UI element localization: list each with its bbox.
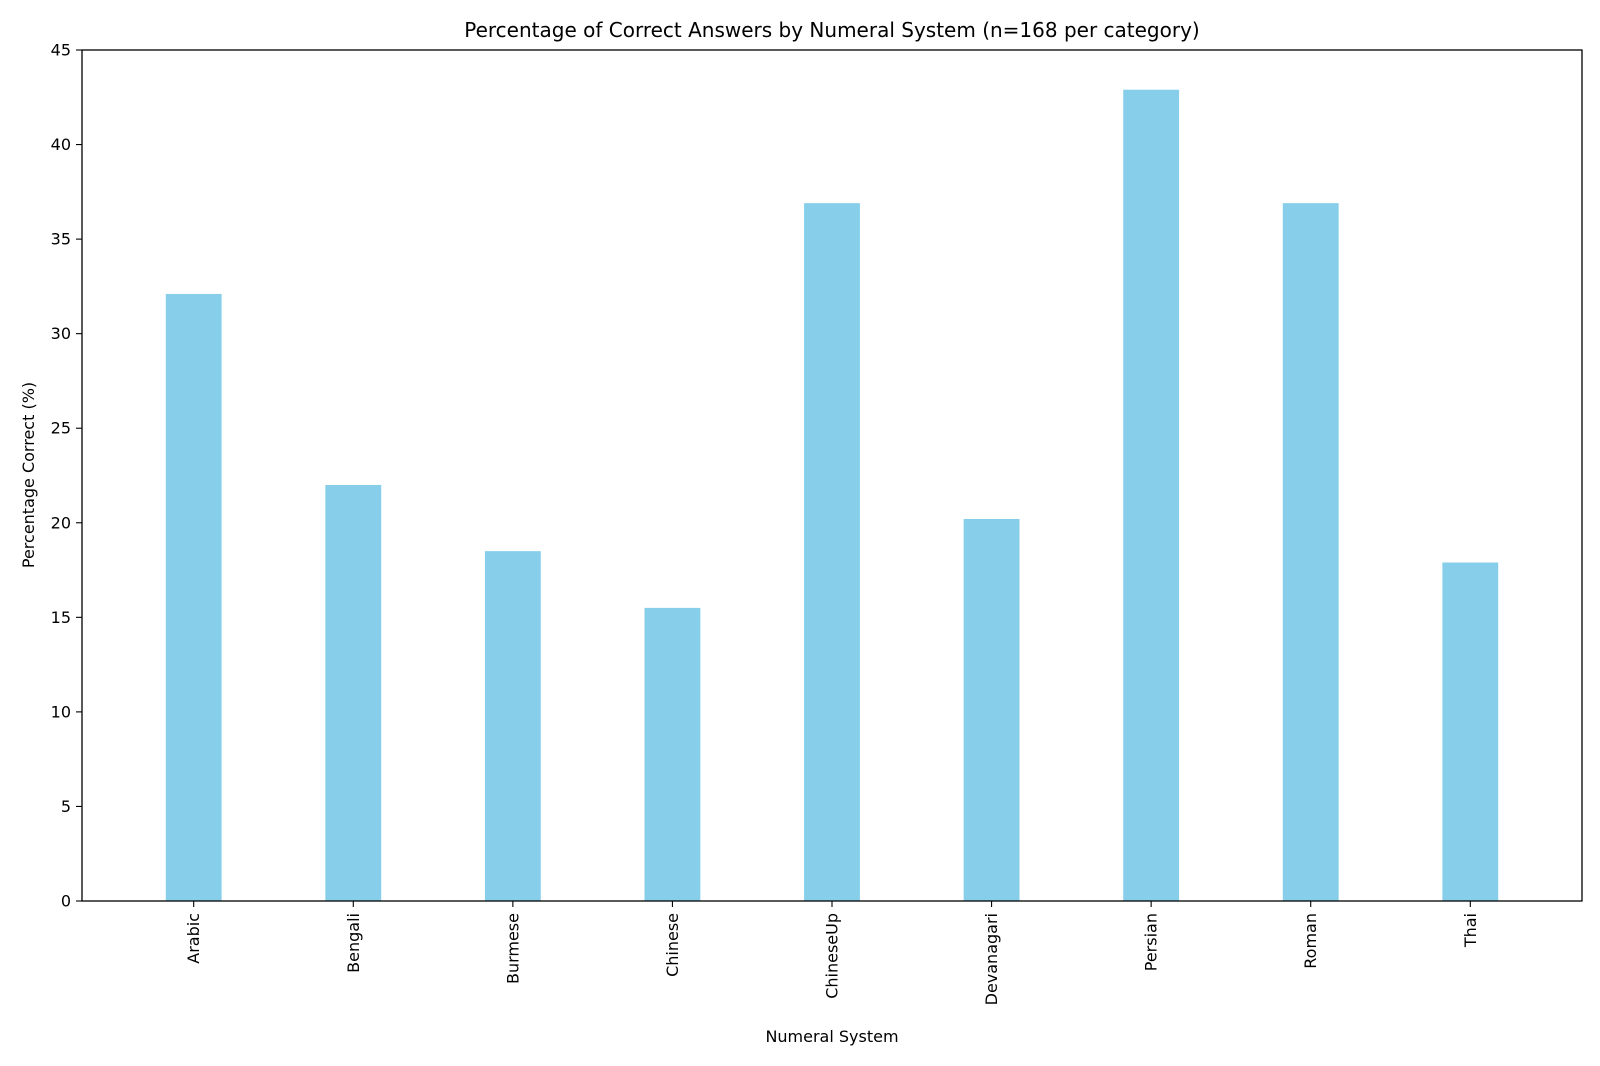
chart-title: Percentage of Correct Answers by Numeral… <box>464 18 1199 42</box>
y-tick-label: 10 <box>51 702 71 721</box>
plot-frame <box>81 49 1583 902</box>
x-tick-label: Roman <box>1301 913 1320 969</box>
bar-chineseup <box>804 203 860 901</box>
x-axis-ticks: Arabic Bengali Burmese Chinese ChineseUp Deva… <box>184 901 1480 1005</box>
x-tick-label: Thai <box>1461 913 1480 948</box>
y-tick-label: 45 <box>51 41 71 60</box>
x-tick-label: Bengali <box>344 913 363 973</box>
bar-persian <box>1123 89 1180 902</box>
bar-roman <box>1282 203 1339 901</box>
y-tick-label: 15 <box>51 608 71 627</box>
x-tick-label: Burmese <box>503 913 522 984</box>
bar-arabic <box>165 293 222 901</box>
y-tick-label: 20 <box>51 513 71 532</box>
bar-bengali <box>325 484 382 901</box>
y-tick-label: 25 <box>51 419 71 438</box>
x-tick-label: Persian <box>1142 913 1161 971</box>
y-tick-label: 5 <box>61 797 71 816</box>
x-tick-label: ChineseUp <box>823 913 842 999</box>
y-tick-label: 35 <box>51 230 71 249</box>
y-axis-ticks: 0 5 10 15 20 25 30 35 40 45 <box>51 41 82 911</box>
y-tick-label: 0 <box>61 892 71 911</box>
bar-thai <box>1442 562 1499 901</box>
bar-burmese <box>484 551 541 901</box>
y-tick-label: 30 <box>51 324 71 343</box>
bar-chinese <box>644 607 701 901</box>
x-tick-label: Devanagari <box>982 913 1001 1005</box>
y-tick-label: 40 <box>51 135 71 154</box>
bars-group <box>165 89 1499 902</box>
x-tick-label: Chinese <box>663 913 682 977</box>
y-axis-label: Percentage Correct (%) <box>19 382 38 568</box>
x-tick-label: Arabic <box>184 913 203 964</box>
bar-devanagari <box>963 518 1020 901</box>
x-axis-label: Numeral System <box>765 1027 898 1046</box>
